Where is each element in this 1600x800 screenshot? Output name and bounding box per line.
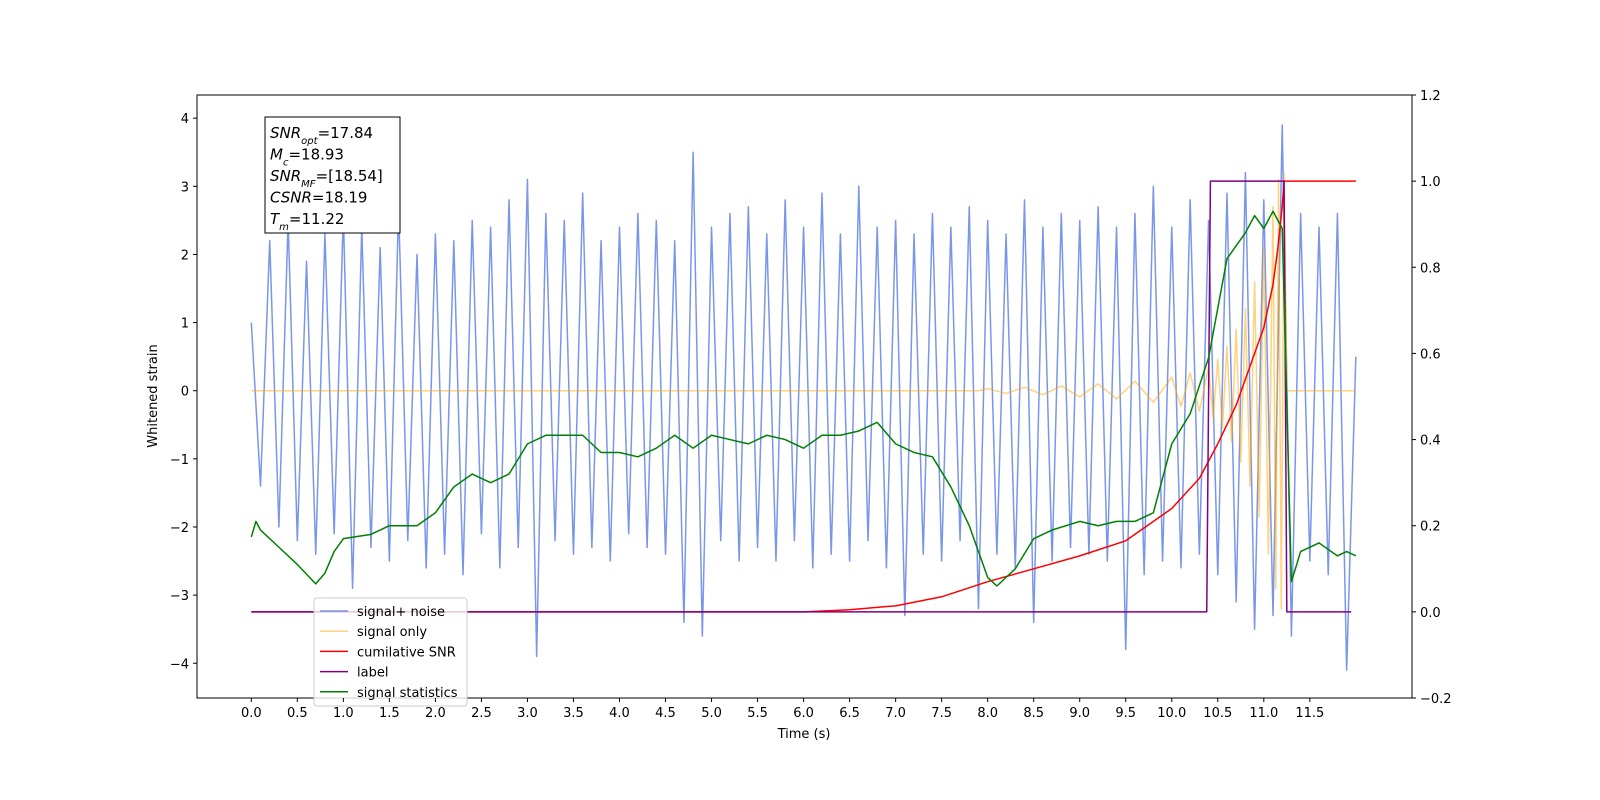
annotation-box [264,116,401,234]
annotation-line: Mc=18.93 [270,146,344,169]
y2-tick-label: 1.2 [1420,89,1441,104]
annotation-symbol: M [270,146,283,164]
y-tick-label: 3 [181,180,189,195]
x-tick-label: 10.5 [1203,706,1232,721]
x-tick-label: 2.5 [471,706,492,721]
x-axis-label: Time (s) [777,727,831,742]
annotation-subscript: c [283,157,289,168]
annotation-value: =[18.54] [316,167,383,185]
legend: signal+ noise signal only cumilative SNR la… [313,597,468,707]
y2-tick-label: 0.8 [1420,261,1441,276]
annotation-line: CSNR=18.19 [270,189,367,207]
y2-tick-label: −0.2 [1420,692,1452,707]
y-tick-label: −4 [170,657,189,672]
axes-frame [196,94,1413,699]
x-tick-label: 4.0 [609,706,630,721]
x-tick-label: 10.0 [1157,706,1186,721]
annotation-value: =11.22 [289,210,345,228]
legend-label: label [357,666,388,681]
x-tick-label: 3.0 [517,706,538,721]
annotation-subscript: m [279,222,289,233]
x-tick-label: 9.5 [1115,706,1136,721]
y-tick-label: 4 [181,112,189,127]
annotation-symbol: T [270,210,281,228]
x-tick-label: 6.0 [793,706,814,721]
legend-label: signal+ noise [357,605,445,620]
y2-tick-label: 1.0 [1420,175,1441,190]
y-tick-label: 2 [181,248,189,263]
y2-tick-label: 0.4 [1420,434,1441,449]
annotation-value: =17.84 [318,124,374,142]
x-tick-label: 2.0 [425,706,446,721]
x-tick-label: 0.0 [241,706,262,721]
x-tick-label: 7.5 [931,706,952,721]
x-tick-label: 1.0 [333,706,354,721]
y-axis-label: Whitened strain [146,344,161,447]
annotation-symbol: CSNR [270,189,312,207]
legend-label: signal statistics [357,686,458,701]
x-tick-label: 0.5 [287,706,308,721]
y-tick-label: 0 [181,385,189,400]
series-line [251,180,1356,613]
annotation-symbol: SNR [270,167,301,185]
y2-tick-label: 0.6 [1420,347,1441,362]
x-tick-label: 5.5 [747,706,768,721]
x-tick-label: 5.0 [701,706,722,721]
legend-box [313,597,468,707]
x-tick-label: 7.0 [885,706,906,721]
x-tick-label: 1.5 [379,706,400,721]
annotation: SNRopt=17.84Mc=18.93SNRMF=[18.54]CSNR=18… [264,116,401,234]
y2-tick-label: 0.2 [1420,520,1441,535]
y-tick-label: −2 [170,521,189,536]
annotation-subscript: MF [301,179,316,190]
annotation-subscript: opt [301,136,318,147]
x-tick-label: 8.0 [977,706,998,721]
annotation-symbol: SNR [270,124,301,142]
y-tick-label: −1 [170,453,189,468]
x-tick-label: 9.0 [1069,706,1090,721]
series-line [251,171,1356,610]
y-tick-label: 1 [181,317,189,332]
x-tick-label: 11.0 [1249,706,1278,721]
annotation-line: SNRMF=[18.54] [270,167,383,190]
x-tick-label: 6.5 [839,706,860,721]
series-line [250,210,1357,587]
annotation-value: =18.19 [312,189,368,207]
y2-tick-label: 0.0 [1420,606,1441,621]
x-tick-label: 8.5 [1023,706,1044,721]
legend-label: signal only [357,625,427,640]
x-tick-label: 11.5 [1295,706,1324,721]
x-tick-label: 3.5 [563,706,584,721]
y-tick-label: −3 [170,589,189,604]
annotation-line: Tm=11.22 [270,210,344,233]
x-tick-label: 4.5 [655,706,676,721]
annotation-line: SNRopt=17.84 [270,124,373,147]
series-line [251,180,1352,613]
legend-label: cumilative SNR [357,645,456,660]
annotation-value: =18.93 [288,146,344,164]
plot-area [250,124,1357,671]
series-line [250,124,1357,671]
